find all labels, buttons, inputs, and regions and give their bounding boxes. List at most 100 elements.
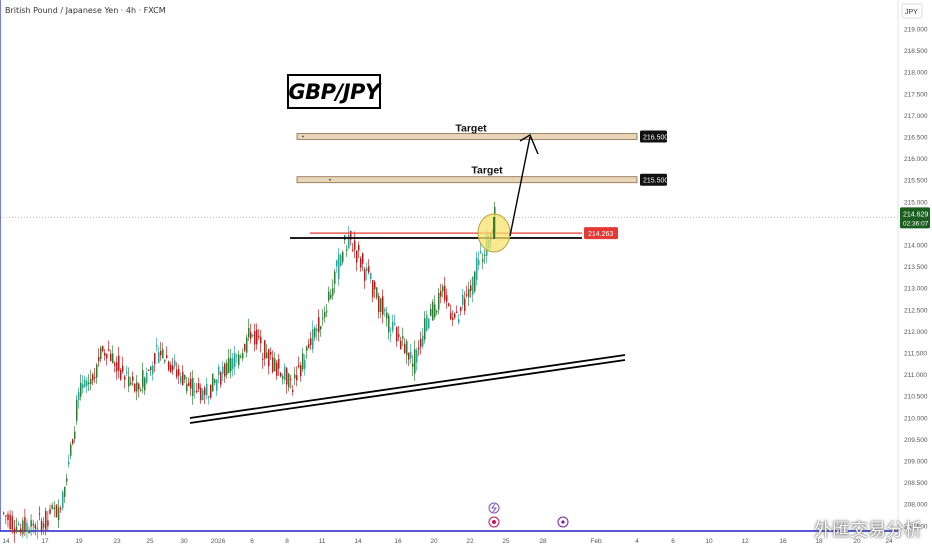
- candle-body: [34, 524, 37, 529]
- candle-body: [42, 523, 45, 528]
- candle-body: [194, 391, 196, 393]
- price-axis-tick-label: 208.500: [904, 480, 928, 487]
- candle: [13, 519, 16, 543]
- candle-body: [310, 338, 312, 345]
- candle-body: [260, 336, 262, 344]
- candle: [448, 302, 450, 307]
- candle: [76, 394, 78, 425]
- price-axis-tick-label: 209.500: [904, 437, 928, 444]
- candle: [318, 309, 320, 342]
- candle: [462, 289, 464, 310]
- target-arrow-head: [519, 133, 539, 155]
- candle-body: [108, 349, 110, 351]
- candle-body: [372, 279, 374, 297]
- candle: [274, 352, 276, 372]
- candle-body: [30, 520, 32, 527]
- candle-body: [382, 296, 384, 315]
- candle-body: [104, 352, 106, 356]
- candle-body: [370, 272, 372, 279]
- candle-body: [362, 253, 364, 264]
- time-axis-tick-label: 22: [466, 538, 474, 545]
- candle-body: [406, 341, 408, 356]
- candle: [292, 385, 294, 396]
- candle-body: [464, 298, 466, 312]
- time-axis-tick-label: 14: [2, 538, 10, 545]
- candle-body: [138, 383, 140, 390]
- candle: [168, 360, 170, 372]
- candle: [156, 337, 158, 352]
- candle: [334, 269, 336, 294]
- candle: [176, 362, 178, 380]
- candle: [374, 280, 376, 299]
- candle: [376, 286, 378, 300]
- price-axis-tick-label: 219.000: [904, 27, 928, 34]
- candle: [416, 347, 418, 371]
- candle: [136, 375, 138, 401]
- candle: [234, 345, 236, 375]
- candle-body: [134, 383, 136, 392]
- candle-body: [264, 340, 266, 359]
- target-lower-price: 215.500: [643, 178, 668, 185]
- candle-body: [408, 352, 410, 360]
- candle: [290, 374, 292, 389]
- candle-body: [436, 311, 438, 313]
- candle-body: [420, 338, 422, 347]
- candle-body: [292, 389, 294, 392]
- time-axis-tick-label: 30: [180, 538, 188, 545]
- candle-body: [360, 258, 362, 268]
- candle-body: [102, 346, 104, 352]
- candle: [108, 340, 110, 352]
- candle: [332, 279, 334, 300]
- candle: [178, 364, 180, 384]
- candle-body: [396, 327, 398, 342]
- candle: [306, 345, 308, 359]
- candle-body: [386, 312, 388, 319]
- candle-body: [240, 356, 242, 358]
- candle: [428, 318, 430, 330]
- current-price-value: 214.629: [903, 211, 928, 218]
- candle-body: [414, 349, 416, 374]
- candle: [256, 323, 258, 350]
- candle-body: [250, 332, 252, 339]
- time-axis-tick-label: Feb: [590, 538, 602, 545]
- candle-body: [112, 353, 114, 364]
- candle: [460, 306, 462, 316]
- candle-body: [40, 520, 43, 532]
- time-axis-tick-label: 17: [41, 538, 49, 545]
- candle-body: [170, 364, 172, 373]
- candle-body: [478, 260, 480, 265]
- candle: [346, 244, 348, 257]
- candle-body: [358, 245, 360, 251]
- candle: [142, 362, 144, 394]
- lightning-icon: [491, 503, 497, 513]
- candle-body: [426, 315, 428, 331]
- candle: [286, 366, 288, 394]
- candle-body: [68, 461, 70, 465]
- candle-body: [346, 249, 348, 251]
- candle-body: [70, 444, 72, 456]
- candle: [194, 382, 196, 399]
- candle: [140, 387, 142, 392]
- candle-body: [55, 504, 58, 518]
- candle-body: [146, 372, 148, 383]
- candle: [456, 305, 458, 313]
- candle-body: [456, 311, 458, 313]
- candle-body: [212, 373, 214, 392]
- candle-body: [100, 347, 102, 360]
- candle-body: [45, 511, 47, 530]
- candle-body: [20, 528, 22, 533]
- time-axis-tick-label: 23: [113, 538, 121, 545]
- candle: [160, 341, 162, 361]
- time-axis-tick-label: 25: [502, 538, 510, 545]
- candle-body: [470, 285, 472, 291]
- candle: [126, 365, 128, 376]
- candle: [196, 383, 198, 394]
- price-axis-tick-label: 210.000: [904, 415, 928, 422]
- candle-body: [196, 390, 198, 393]
- candle: [484, 249, 486, 264]
- candle: [114, 361, 116, 373]
- candle-body: [262, 358, 264, 360]
- candle-body: [13, 528, 16, 534]
